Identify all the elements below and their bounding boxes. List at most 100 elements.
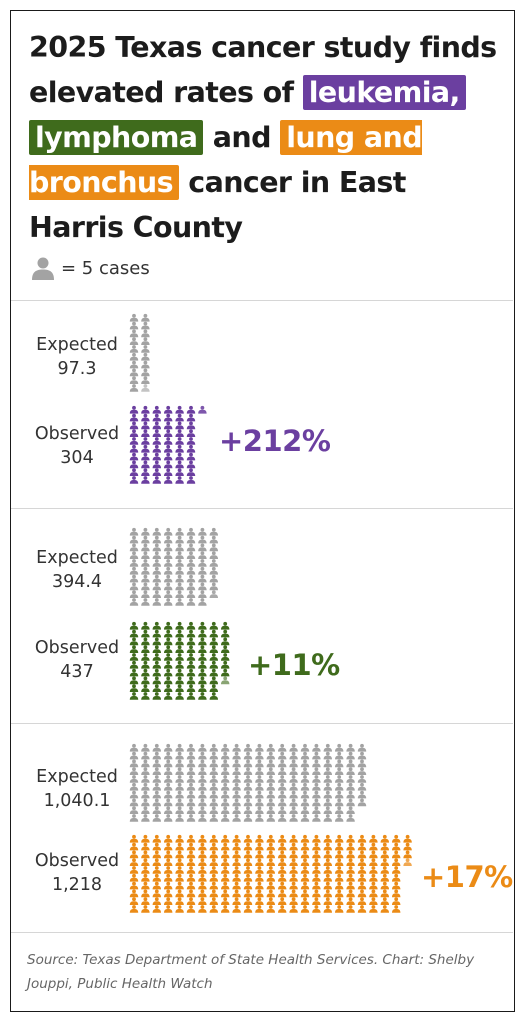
person-icon xyxy=(175,476,184,484)
person-icon xyxy=(266,806,275,814)
person-icon xyxy=(141,468,150,476)
person-icon xyxy=(243,889,253,898)
person-icon xyxy=(186,543,196,552)
person-icon xyxy=(255,858,264,866)
person-icon xyxy=(209,842,218,851)
person-icon xyxy=(129,751,139,760)
person-icon xyxy=(243,834,253,843)
person-icon xyxy=(278,834,287,843)
person-icon xyxy=(243,751,253,760)
person-icon xyxy=(312,858,321,866)
person-icon xyxy=(232,751,241,760)
person-icon xyxy=(346,790,355,799)
person-icon xyxy=(141,543,150,552)
person-icon xyxy=(255,775,264,783)
person-icon xyxy=(175,790,184,799)
chart-card: 2025 Texas cancer study finds elevated r… xyxy=(10,10,515,1012)
person-icon xyxy=(175,684,184,692)
person-icon xyxy=(175,842,184,851)
person-icon xyxy=(323,775,332,783)
person-icon xyxy=(175,858,184,866)
person-icon xyxy=(300,889,310,898)
person-icon xyxy=(141,905,150,913)
person-icon xyxy=(335,866,344,874)
person-icon xyxy=(129,668,139,677)
person-icon xyxy=(129,645,139,653)
person-icon xyxy=(312,775,321,783)
person-icon xyxy=(152,582,161,591)
person-icon xyxy=(209,798,218,807)
person-icon xyxy=(141,574,150,583)
person-icon xyxy=(221,790,230,799)
person-icon xyxy=(300,834,310,843)
person-icon xyxy=(175,660,184,669)
person-icon xyxy=(392,881,401,890)
person-icon xyxy=(255,889,264,898)
person-icon xyxy=(164,759,173,768)
person-icon xyxy=(255,751,264,760)
person-icon xyxy=(32,257,54,280)
person-icon xyxy=(129,858,139,866)
person-icon xyxy=(186,759,196,768)
person-icon xyxy=(209,834,218,843)
person-icon xyxy=(232,889,241,898)
person-icon xyxy=(243,767,253,775)
person-icon xyxy=(232,743,241,752)
person-icon xyxy=(300,897,310,905)
person-icon xyxy=(186,413,196,422)
person-icon xyxy=(186,653,196,661)
person-icon xyxy=(335,858,344,866)
person-icon xyxy=(129,692,139,700)
person-icon xyxy=(186,842,196,851)
person-icon xyxy=(335,759,344,768)
person-icon xyxy=(323,834,332,843)
person-icon xyxy=(164,858,173,866)
leukemia-expected-label: Expected 97.3 xyxy=(27,333,127,381)
person-icon xyxy=(369,873,378,882)
person-icon xyxy=(164,905,173,913)
person-icon xyxy=(380,889,389,898)
person-icon xyxy=(300,743,310,752)
person-icon xyxy=(357,743,367,752)
person-icon xyxy=(152,645,161,653)
person-icon xyxy=(198,676,207,685)
person-icon xyxy=(175,468,184,476)
person-icon xyxy=(198,866,207,874)
person-icon xyxy=(346,850,355,859)
person-icon xyxy=(129,905,139,913)
person-icon xyxy=(152,574,161,583)
person-icon xyxy=(312,873,321,882)
lymphoma-change-label: +11% xyxy=(248,648,340,682)
person-icon xyxy=(380,850,389,859)
person-icon xyxy=(141,452,150,461)
person-icon xyxy=(266,881,275,890)
person-icon xyxy=(369,881,378,890)
person-icon xyxy=(186,814,196,822)
person-icon xyxy=(198,798,207,807)
person-icon xyxy=(198,858,207,866)
person-icon xyxy=(129,437,139,445)
person-icon xyxy=(232,767,241,775)
person-icon xyxy=(141,405,150,414)
person-icon xyxy=(198,743,207,752)
person-icon xyxy=(164,873,173,882)
person-icon xyxy=(243,790,253,799)
person-icon xyxy=(335,782,344,791)
person-icon xyxy=(152,905,161,913)
person-icon xyxy=(278,897,287,905)
person-icon xyxy=(175,676,184,685)
person-icon xyxy=(278,814,287,822)
person-icon xyxy=(278,850,287,859)
person-icon xyxy=(164,574,173,583)
person-icon xyxy=(141,743,150,752)
person-icon xyxy=(164,751,173,760)
person-icon xyxy=(141,629,150,638)
person-icon xyxy=(209,692,218,700)
person-icon xyxy=(221,905,230,913)
person-icon xyxy=(209,684,218,692)
person-icon xyxy=(175,437,184,445)
person-icon xyxy=(152,676,161,685)
person-icon xyxy=(186,460,196,469)
person-icon xyxy=(129,551,139,559)
person-icon xyxy=(129,337,139,345)
